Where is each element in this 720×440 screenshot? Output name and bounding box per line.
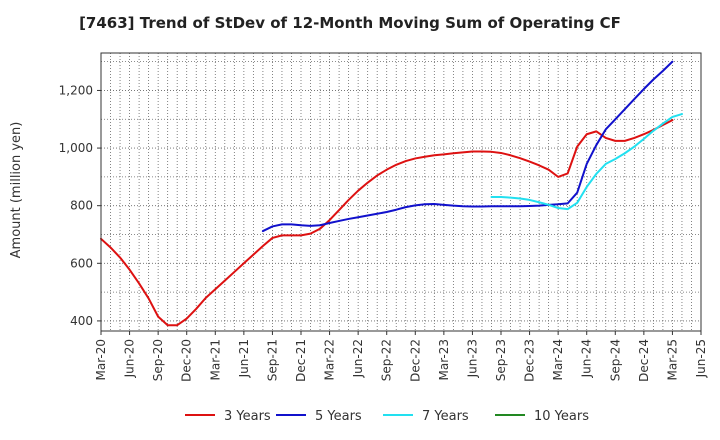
legend: 3 Years 5 Years 7 Years 10 Years <box>185 409 589 424</box>
series-line-3-years <box>100 119 674 327</box>
x-tick-label: Mar-23 <box>437 339 451 380</box>
x-tick-label: Dec-23 <box>523 339 537 382</box>
x-tick-label: Sep-23 <box>494 339 508 381</box>
x-tick-label: Sep-20 <box>151 339 165 381</box>
y-tick-label: 1,200 <box>59 83 93 97</box>
grid <box>101 53 701 331</box>
x-tick-label: Jun-22 <box>351 339 365 378</box>
x-tick-label: Jun-25 <box>694 339 708 378</box>
y-tick-label: 800 <box>70 199 93 213</box>
plot-lines <box>100 60 683 327</box>
y-axis-label: Amount (million yen) <box>9 122 24 259</box>
x-tick-label: Dec-24 <box>637 339 651 382</box>
y-tick-label: 400 <box>70 314 93 328</box>
x-tick-label: Dec-21 <box>294 339 308 382</box>
plot-frame <box>100 52 702 332</box>
x-tick-label: Mar-25 <box>665 339 679 380</box>
x-tick-label: Jun-23 <box>465 339 479 378</box>
x-tick-label: Sep-21 <box>265 339 279 381</box>
x-tick-label: Jun-21 <box>237 339 251 378</box>
series-line-7-years <box>490 113 683 211</box>
x-tick-label: Mar-22 <box>323 339 337 380</box>
y-tick-label: 600 <box>70 256 93 270</box>
legend-label-5-years: 5 Years <box>315 409 362 424</box>
x-tick-label: Dec-20 <box>180 339 194 382</box>
x-tick-label: Jun-20 <box>123 339 137 378</box>
x-tick-label: Sep-24 <box>608 339 622 381</box>
x-tick-label: Mar-24 <box>551 339 565 380</box>
series-line-5-years <box>261 60 674 233</box>
legend-label-3-years: 3 Years <box>224 409 271 424</box>
y-tick-label: 1,000 <box>59 141 93 155</box>
y-ticks: 400 600 800 1,000 1,200 <box>59 83 101 328</box>
legend-label-7-years: 7 Years <box>422 409 469 424</box>
legend-label-10-years: 10 Years <box>534 409 589 424</box>
x-tick-label: Sep-22 <box>380 339 394 381</box>
x-tick-label: Mar-20 <box>94 339 108 380</box>
x-tick-label: Jun-24 <box>580 339 594 378</box>
x-tick-label: Dec-22 <box>408 339 422 382</box>
chart-title: [7463] Trend of StDev of 12-Month Moving… <box>79 14 621 32</box>
x-tick-label: Mar-21 <box>208 339 222 380</box>
x-ticks: Mar-20 Jun-20 Sep-20 Dec-20 Mar-21 Jun-21 Sep-… <box>94 331 708 382</box>
